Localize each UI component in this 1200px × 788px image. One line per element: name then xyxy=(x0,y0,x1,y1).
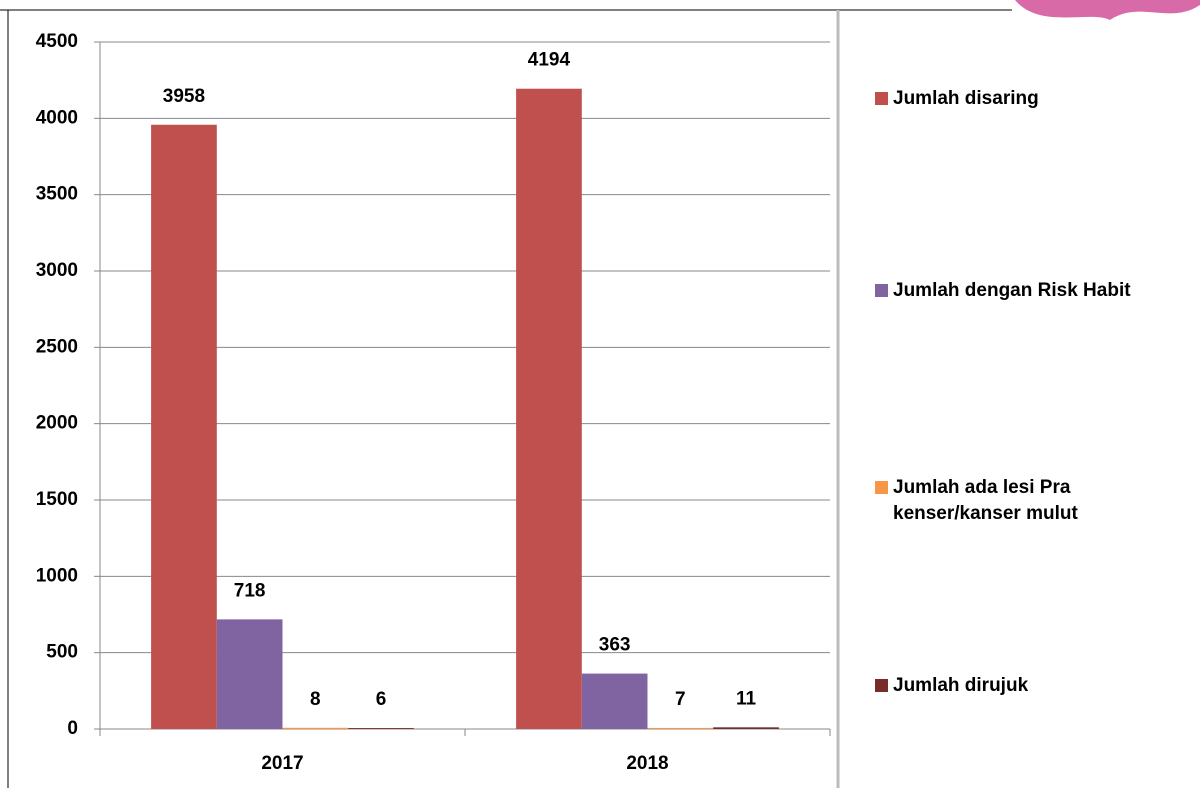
y-tick-label: 0 xyxy=(67,718,78,739)
legend-swatch xyxy=(875,481,888,494)
legend-label: Jumlah disaring xyxy=(893,88,1039,109)
bar xyxy=(647,727,714,729)
bar xyxy=(151,124,217,729)
legend-label: Jumlah ada lesi Pra kenser/kanser mulut xyxy=(893,477,1078,524)
y-tick-label: 1000 xyxy=(36,565,78,586)
legend-label: Jumlah dengan Risk Habit xyxy=(893,280,1131,301)
y-tick-label: 4500 xyxy=(36,31,78,52)
value-label: 7 xyxy=(675,689,686,710)
x-tick-label: 2018 xyxy=(626,753,668,774)
legend-swatch xyxy=(875,92,888,105)
value-label: 4194 xyxy=(528,50,571,71)
legend-swatch xyxy=(875,284,888,297)
value-label: 8 xyxy=(310,689,321,710)
value-label: 6 xyxy=(376,689,387,710)
legend-item: Jumlah dengan Risk Habit xyxy=(875,278,1175,304)
bar xyxy=(216,619,283,729)
bar xyxy=(516,88,582,729)
legend-item: Jumlah ada lesi Pra kenser/kanser mulut xyxy=(875,475,1175,527)
y-tick-label: 1500 xyxy=(36,489,78,510)
y-tick-label: 2500 xyxy=(36,336,78,357)
y-tick-label: 4000 xyxy=(36,107,78,128)
legend-item: Jumlah disaring xyxy=(875,86,1175,112)
bar xyxy=(348,728,414,729)
value-label: 718 xyxy=(234,580,266,601)
decoration xyxy=(1015,0,1200,20)
bar xyxy=(713,727,779,729)
y-tick-label: 500 xyxy=(46,642,78,663)
legend-label: Jumlah dirujuk xyxy=(893,675,1029,696)
bar xyxy=(581,673,648,729)
legend-item: Jumlah dirujuk xyxy=(875,673,1175,699)
value-label: 3958 xyxy=(163,86,205,107)
legend-swatch xyxy=(875,679,888,692)
x-tick-label: 2017 xyxy=(261,753,303,774)
y-tick-label: 3500 xyxy=(36,184,78,205)
value-label: 11 xyxy=(736,688,757,709)
y-tick-label: 2000 xyxy=(36,413,78,434)
bar xyxy=(282,727,349,729)
value-label: 363 xyxy=(599,635,631,656)
y-tick-label: 3000 xyxy=(36,260,78,281)
